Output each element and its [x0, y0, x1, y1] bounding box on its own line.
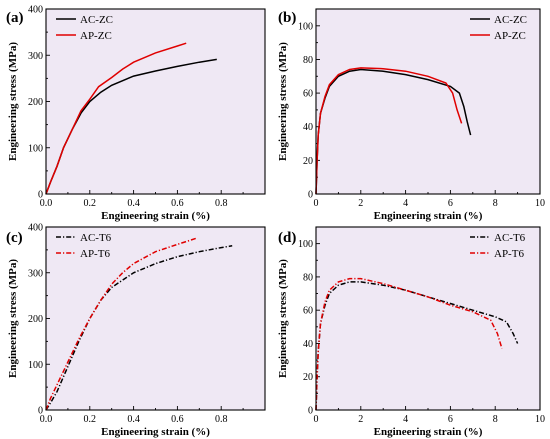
- x-tick-label: 10: [535, 414, 545, 425]
- x-tick-label: 0.2: [84, 414, 97, 425]
- legend-label: AC-T6: [494, 232, 526, 244]
- legend-label: AP-ZC: [494, 30, 526, 42]
- y-tick-label: 20: [303, 372, 313, 383]
- panel-label: (a): [6, 10, 24, 26]
- x-tick-label: 0.2: [84, 198, 97, 209]
- y-tick-label: 300: [28, 268, 43, 279]
- y-tick-label: 400: [28, 5, 43, 16]
- y-tick-label: 40: [303, 122, 313, 133]
- x-tick-label: 6: [448, 414, 453, 425]
- y-tick-label: 0: [38, 190, 43, 201]
- y-tick-label: 60: [303, 89, 313, 100]
- axes-frame: [45, 226, 266, 411]
- plot-area: [316, 9, 540, 194]
- x-tick-label: 0.4: [127, 414, 140, 425]
- x-tick-label: 6: [448, 198, 453, 209]
- chart-panel-b: 0 2 4 6 8 10020406080100AC-ZCAP-ZCEngineering…: [277, 8, 545, 222]
- panel-label: (b): [278, 10, 296, 26]
- axes-frame: [45, 8, 266, 195]
- x-tick-label: 10: [535, 198, 545, 209]
- series-line-ap-t6: [315, 277, 503, 411]
- y-tick-label: 20: [303, 156, 313, 167]
- chart-panel-c: 0.0 0.2 0.4 0.6 0.8 0 100 200 300 400 AC-T6 AP-T6 En…: [6, 223, 266, 438]
- y-tick-label: 80: [303, 272, 313, 283]
- x-tick-label: 0.4: [127, 198, 140, 209]
- y-tick-label: 300: [28, 51, 43, 62]
- y-tick-label: 200: [28, 97, 43, 108]
- x-tick-label: 0: [314, 414, 319, 425]
- x-axis-label: Engineering strain (%): [374, 426, 483, 438]
- axes-frame: [315, 8, 541, 195]
- y-axis-label: Engineering stress (MPa): [277, 42, 289, 161]
- y-tick-label: 100: [298, 239, 313, 250]
- y-tick-label: 60: [303, 306, 313, 317]
- x-tick-label: 0.6: [171, 198, 184, 209]
- panel-label: (d): [278, 230, 296, 246]
- x-tick-label: 0: [314, 198, 319, 209]
- series-line-ap-zc: [45, 42, 187, 195]
- y-tick-label: 80: [303, 55, 313, 66]
- x-tick-label: 0.8: [215, 198, 228, 209]
- x-tick-label: 8: [493, 198, 498, 209]
- legend-label: AC-ZC: [494, 14, 527, 26]
- y-tick-label: 200: [28, 314, 43, 325]
- x-tick-label: 0.6: [171, 414, 184, 425]
- y-tick-label: 0: [38, 406, 43, 417]
- y-tick-label: 0: [308, 190, 313, 201]
- x-axis-label: Engineering strain (%): [101, 210, 210, 222]
- y-tick-label: 100: [298, 21, 313, 32]
- x-tick-label: 4: [403, 414, 408, 425]
- x-tick-label: 2: [358, 198, 363, 209]
- x-tick-label: 0.0: [40, 414, 53, 425]
- legend-label: AC-T6: [80, 232, 112, 244]
- x-axis-label: Engineering strain (%): [374, 210, 483, 222]
- legend-label: AC-ZC: [80, 14, 113, 26]
- y-axis-label: Engineering stress (MPa): [7, 259, 19, 378]
- series-line-ap-zc: [315, 67, 463, 195]
- series-line-ap-t6: [45, 237, 198, 411]
- y-tick-label: 100: [28, 143, 43, 154]
- x-axis-label: Engineering strain (%): [101, 426, 210, 438]
- y-axis-label: Engineering stress (MPa): [7, 42, 19, 161]
- legend-label: AP-T6: [80, 248, 110, 260]
- y-tick-label: 400: [28, 223, 43, 234]
- plot-area: [46, 227, 265, 410]
- plot-area: [316, 227, 540, 410]
- series-line-ac-t6: [45, 245, 233, 411]
- x-tick-label: 0.8: [215, 414, 228, 425]
- chart-panel-a: 0.0 0.2 0.4 0.6 0.8 0 100 200 300 400 AC-ZC AP-ZC En…: [6, 5, 266, 222]
- y-tick-label: 0: [308, 406, 313, 417]
- legend-label: AP-T6: [494, 248, 524, 260]
- x-tick-label: 8: [493, 414, 498, 425]
- chart-panel-d: 0 2 4 6 8 10020406080100AC-T6AP-T6Engineering…: [277, 226, 545, 438]
- panel-label: (c): [6, 230, 23, 246]
- axes-frame: [315, 226, 541, 411]
- y-tick-label: 100: [28, 360, 43, 371]
- x-tick-label: 0.0: [40, 198, 53, 209]
- x-tick-label: 2: [358, 414, 363, 425]
- x-tick-label: 4: [403, 198, 408, 209]
- y-axis-label: Engineering stress (MPa): [277, 259, 289, 378]
- legend-label: AP-ZC: [80, 30, 112, 42]
- plot-area: [46, 9, 265, 194]
- y-tick-label: 40: [303, 339, 313, 350]
